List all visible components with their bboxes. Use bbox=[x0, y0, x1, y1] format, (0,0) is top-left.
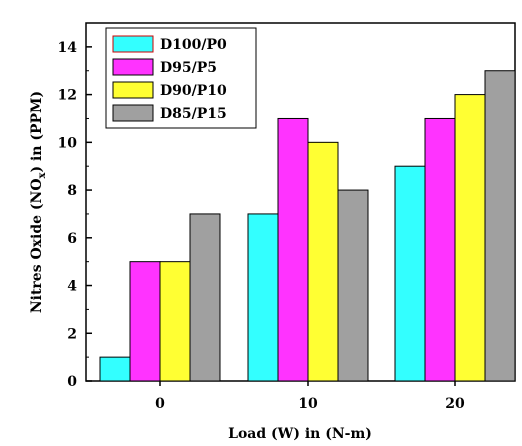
bar-d85-p15-20 bbox=[484, 70, 516, 382]
bar-d100-p0-0 bbox=[99, 356, 131, 382]
bar-d90-p10-20 bbox=[454, 94, 486, 382]
legend: D100/P0 D95/P5 D90/P10 D85/P15 bbox=[105, 27, 257, 129]
bar-d90-p10-10 bbox=[307, 141, 339, 382]
bar-d90-p10-0 bbox=[159, 261, 191, 382]
x-tick-label: 10 bbox=[298, 396, 318, 412]
y-tick-label: 10 bbox=[58, 135, 78, 151]
legend-label: D90/P10 bbox=[160, 83, 227, 99]
y-axis-title-suffix: ) in (PPM) bbox=[29, 91, 45, 173]
x-axis-title: Load (W) in (N-m) bbox=[228, 426, 372, 442]
legend-label: D100/P0 bbox=[160, 37, 227, 53]
y-tick-label: 8 bbox=[67, 183, 77, 199]
y-axis-title-prefix: Nitres Oxide (NO bbox=[29, 178, 45, 313]
bars-group bbox=[99, 70, 516, 382]
bar-d100-p0-20 bbox=[394, 165, 426, 382]
y-tick-label: 6 bbox=[67, 231, 77, 247]
bar-d85-p15-0 bbox=[189, 213, 221, 382]
bar-d95-p5-20 bbox=[424, 117, 456, 382]
y-tick-label: 2 bbox=[67, 326, 77, 342]
legend-swatch bbox=[112, 35, 154, 53]
x-axis: 0 10 20 bbox=[155, 381, 465, 412]
bar-d95-p5-0 bbox=[129, 261, 161, 382]
bar-d100-p0-10 bbox=[247, 213, 279, 382]
legend-swatch bbox=[112, 81, 154, 99]
x-tick-label: 20 bbox=[445, 396, 465, 412]
legend-swatch bbox=[112, 104, 154, 122]
bar-d95-p5-10 bbox=[277, 117, 309, 382]
y-tick-label: 0 bbox=[67, 374, 77, 390]
y-tick-label: 14 bbox=[58, 40, 78, 56]
y-tick-label: 4 bbox=[67, 279, 77, 295]
y-axis: 0 2 4 6 8 10 12 14 bbox=[58, 40, 92, 390]
legend-swatch bbox=[112, 58, 154, 76]
y-axis-title: Nitres Oxide (NOx) in (PPM) bbox=[29, 91, 48, 313]
y-axis-title-subscript: x bbox=[37, 171, 48, 178]
x-tick-label: 0 bbox=[155, 396, 165, 412]
y-tick-label: 12 bbox=[58, 88, 77, 104]
legend-label: D85/P15 bbox=[160, 106, 227, 122]
legend-label: D95/P5 bbox=[160, 60, 217, 76]
bar-d85-p15-10 bbox=[337, 189, 369, 382]
